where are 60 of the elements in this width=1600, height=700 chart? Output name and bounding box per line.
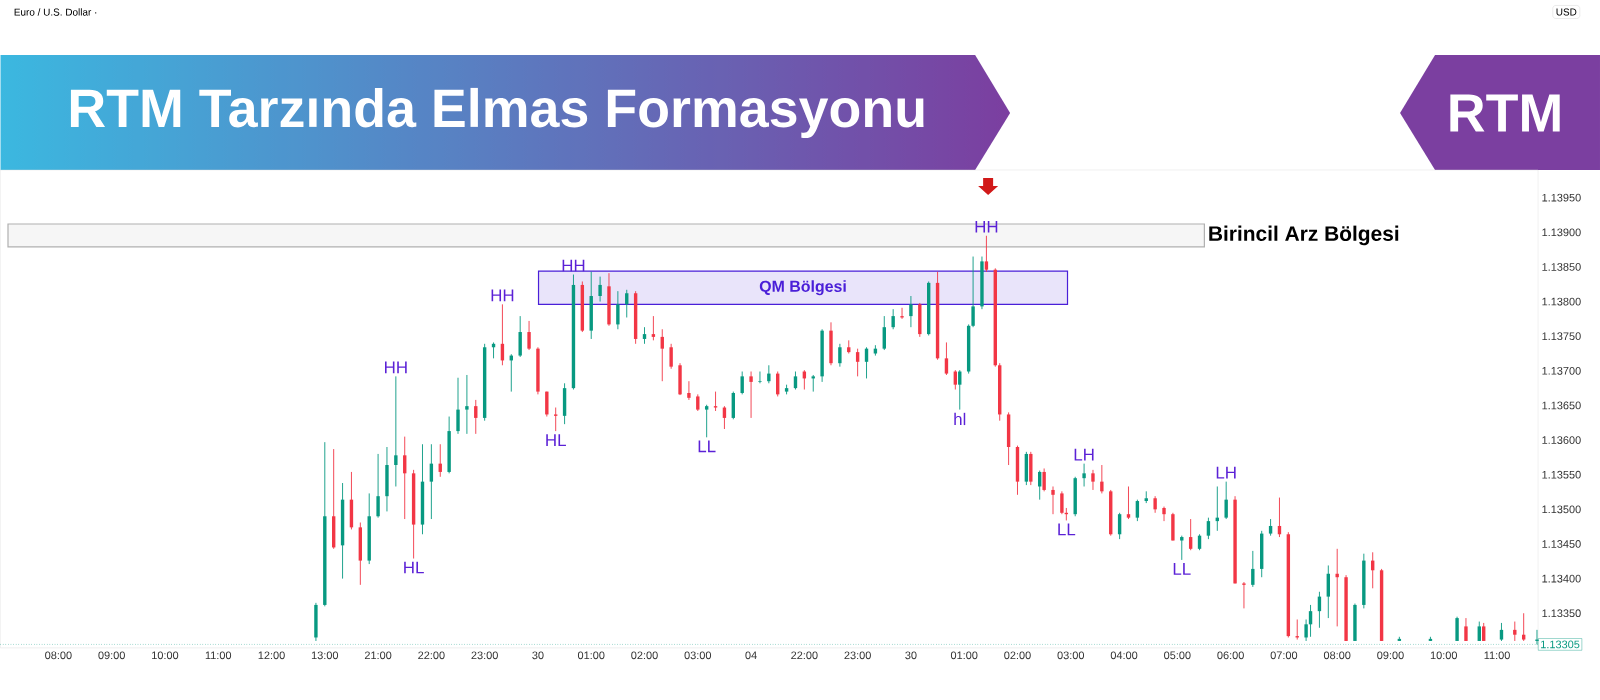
x-tick-label: 09:00 [1377, 651, 1404, 660]
x-tick-label: 22:00 [418, 651, 445, 660]
text: Euro / U.S. Dollar · [14, 8, 97, 16]
y-tick-label: 1.13900 [1542, 228, 1581, 237]
y-tick-label: 1.13750 [1542, 332, 1581, 341]
annotation: hl [954, 412, 966, 426]
x-tick-label: 10:00 [1430, 651, 1458, 660]
chart-title: RTM Tarzında Elmas Formasyonu [70, 87, 924, 139]
x-tick-label: 03:00 [1057, 651, 1085, 660]
annotation: HH [562, 259, 585, 272]
x-tick-label: 03:00 [684, 651, 712, 660]
y-tick-label: 1.13450 [1542, 540, 1581, 548]
annotation: HL [404, 561, 424, 574]
x-tick-label: 30 [905, 651, 917, 660]
y-tick-label: 1.13850 [1542, 263, 1581, 271]
y-tick-label: 1.13350 [1542, 609, 1581, 618]
annotation: HH [491, 289, 514, 302]
x-tick-label: 23:00 [471, 651, 498, 660]
x-tick-label: 21:00 [364, 651, 392, 660]
text: USD [1556, 8, 1577, 16]
x-tick-label: 09:00 [98, 651, 125, 660]
x-tick-label: 08:00 [45, 651, 72, 660]
x-tick-label: 04 [745, 651, 757, 660]
x-tick-label: 11:00 [205, 651, 232, 660]
x-tick-label: 08:00 [1323, 651, 1351, 660]
annotation: HH [975, 220, 998, 233]
x-tick-label: 02:00 [631, 651, 658, 660]
y-tick-label: 1.13800 [1542, 297, 1581, 306]
annotation: LL [698, 440, 716, 453]
x-tick-label: 13:00 [311, 651, 339, 660]
x-tick-label: 02:00 [1004, 651, 1031, 660]
band-label: QM Bölgesi [759, 280, 846, 296]
x-tick-label: 06:00 [1217, 651, 1244, 660]
y-tick-label: 1.13500 [1542, 505, 1581, 514]
x-tick-label: 30 [532, 651, 544, 660]
chart-subtitle: RTM [1450, 94, 1560, 132]
y-tick-label: 1.13950 [1542, 193, 1581, 202]
y-tick-label: 1.13550 [1542, 470, 1581, 479]
x-tick-label: 05:00 [1164, 651, 1191, 660]
annotation: HL [546, 434, 566, 446]
y-tick-label: 1.13400 [1542, 574, 1581, 583]
annotation: LH [1216, 466, 1236, 479]
y-tick-label: 1.13650 [1542, 401, 1581, 410]
x-tick-label: 11:00 [1484, 651, 1510, 660]
x-tick-label: 12:00 [258, 651, 285, 660]
x-tick-label: 01:00 [577, 651, 605, 660]
annotation: LL [1058, 523, 1076, 536]
y-tick-label: 1.13600 [1542, 436, 1581, 445]
annotation: LH [1074, 448, 1094, 461]
annotation: LL [1173, 563, 1191, 575]
x-tick-label: 01:00 [950, 651, 978, 660]
annotation: HH [385, 361, 407, 374]
y-tick-label: 1.13700 [1542, 367, 1581, 375]
x-tick-label: 07:00 [1270, 651, 1298, 660]
x-tick-label: 22:00 [791, 651, 818, 660]
ref-line-label: 1.13305 [1541, 640, 1580, 649]
x-tick-label: 23:00 [844, 651, 871, 660]
band-label: Birincil Arz Bölgesi [1209, 225, 1399, 246]
x-tick-label: 04:00 [1110, 651, 1138, 660]
x-tick-label: 10:00 [152, 651, 179, 660]
